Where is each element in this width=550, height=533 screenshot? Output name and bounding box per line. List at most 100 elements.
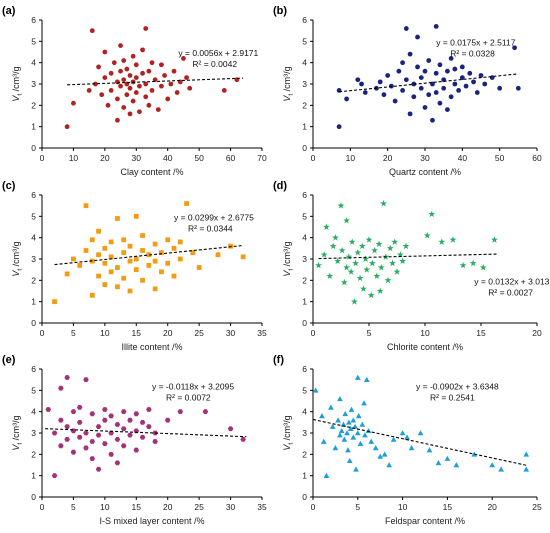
data-points <box>312 374 530 478</box>
panel-label: (a) <box>2 5 16 17</box>
y-tick-label: 5 <box>31 211 36 221</box>
x-tick-label: 35 <box>257 502 267 512</box>
data-point <box>165 237 171 243</box>
data-point <box>418 85 424 91</box>
data-point <box>58 417 64 423</box>
x-tick-label: 0 <box>311 153 316 163</box>
data-point <box>133 62 139 68</box>
data-point <box>64 375 70 380</box>
data-point <box>108 413 114 419</box>
data-point <box>452 81 458 87</box>
trend-line <box>54 244 244 266</box>
data-point <box>108 70 114 76</box>
data-point <box>430 117 435 123</box>
data-point <box>89 456 96 461</box>
data-point <box>341 436 348 442</box>
data-point <box>399 430 406 436</box>
y-tick-label: 4 <box>302 233 307 243</box>
y-tick-label: 6 <box>31 15 36 25</box>
data-point <box>121 105 127 110</box>
data-point <box>350 417 357 423</box>
data-point <box>58 385 64 391</box>
data-point <box>168 81 174 87</box>
data-point <box>108 269 114 275</box>
data-point <box>400 60 405 66</box>
x-tick-label: 25 <box>194 502 204 512</box>
data-point <box>83 248 89 253</box>
trend-line <box>67 77 244 86</box>
x-tick-label: 15 <box>476 328 486 338</box>
data-point <box>221 88 227 93</box>
data-point <box>368 438 375 444</box>
y-axis-title: Vt /cm³/g <box>11 415 24 450</box>
data-point <box>471 451 478 457</box>
data-point <box>423 231 431 239</box>
data-point <box>407 111 413 117</box>
data-point <box>363 266 371 273</box>
data-point <box>437 62 443 68</box>
data-point <box>348 238 356 245</box>
data-point <box>105 102 111 108</box>
data-point <box>389 259 396 267</box>
data-point <box>83 430 89 436</box>
data-point <box>358 242 366 250</box>
y-tick-label: 4 <box>31 233 36 243</box>
data-point <box>177 409 184 415</box>
x-tick-label: 10 <box>346 153 356 163</box>
x-tick-label: 5 <box>355 502 360 512</box>
data-point <box>441 85 447 91</box>
panel-label: (e) <box>2 354 16 366</box>
r-squared: R² = 0.0328 <box>450 49 495 59</box>
data-point <box>143 81 149 87</box>
data-point <box>482 81 488 87</box>
data-point <box>146 407 152 412</box>
data-point <box>127 288 133 294</box>
r-squared: R² = 0.0344 <box>188 224 233 234</box>
trend-equation: y = -0.0118x + 3.2095 <box>152 381 234 391</box>
y-tick-label: 0 <box>302 143 307 153</box>
data-point <box>471 79 476 85</box>
data-point <box>479 263 487 271</box>
data-point <box>377 263 385 271</box>
data-point <box>146 252 152 258</box>
data-point <box>362 432 368 438</box>
data-point <box>340 421 347 427</box>
data-point <box>403 26 409 31</box>
data-point <box>121 250 127 255</box>
data-point <box>335 417 341 423</box>
data-point <box>133 75 139 80</box>
x-tick-label: 20 <box>163 328 173 338</box>
data-point <box>171 273 177 279</box>
y-axis-unit: /cm³/g <box>11 241 21 269</box>
data-point <box>343 263 351 271</box>
y-tick-label: 3 <box>31 254 36 264</box>
data-point <box>380 199 387 207</box>
trend-line <box>339 73 519 93</box>
scatter-panel-5: (e) 0 5 10 15 20 25 30 35 0 1 2 3 4 5 6 I-S mixed layer … <box>2 354 267 526</box>
data-point <box>347 425 354 432</box>
data-point <box>373 272 381 279</box>
data-point <box>89 28 95 34</box>
y-axis-subscript: t <box>288 269 295 271</box>
data-point <box>121 77 127 83</box>
data-point <box>323 223 330 230</box>
data-point <box>215 252 221 258</box>
data-point <box>83 203 89 209</box>
y-tick-label: 6 <box>302 364 307 374</box>
data-point <box>381 92 387 98</box>
data-point <box>469 259 477 267</box>
data-point <box>96 64 101 70</box>
data-point <box>418 75 424 80</box>
data-point <box>118 68 123 74</box>
scatter-panel-1: (a) 0 10 20 30 40 50 60 70 0 1 2 3 4 5 6 Clay content /%… <box>2 5 267 177</box>
data-point <box>89 439 96 444</box>
x-tick-label: 30 <box>226 502 236 512</box>
data-point <box>139 419 146 425</box>
data-points <box>64 26 240 130</box>
data-point <box>181 56 186 61</box>
data-point <box>127 417 133 423</box>
data-point <box>377 79 383 85</box>
data-point <box>95 424 102 429</box>
data-point <box>64 271 70 277</box>
data-point <box>497 85 503 91</box>
